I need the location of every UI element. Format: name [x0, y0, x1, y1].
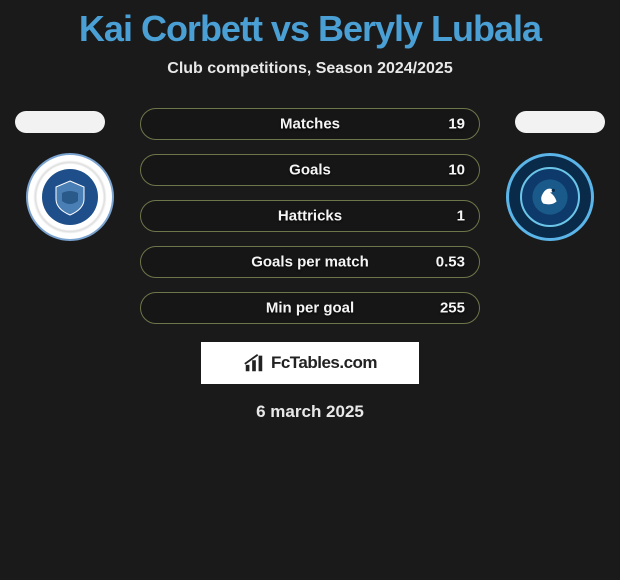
stat-value-right: 10	[448, 162, 465, 179]
stat-value-right: 255	[440, 300, 465, 317]
stat-label: Hattricks	[278, 208, 342, 225]
chart-icon	[243, 352, 265, 374]
subtitle: Club competitions, Season 2024/2025	[0, 60, 620, 78]
swan-icon	[528, 175, 572, 219]
stat-label: Goals per match	[251, 254, 369, 271]
stat-row: Goals 10	[140, 154, 480, 186]
stats-table: Matches 19 Goals 10 Hattricks 1 Goals per matc…	[140, 108, 480, 324]
logo-text: FcTables.com	[271, 353, 377, 373]
stat-label: Matches	[280, 116, 340, 133]
stat-row: Goals per match 0.53	[140, 246, 480, 278]
player-right-name-pill	[515, 111, 605, 133]
stat-value-right: 19	[448, 116, 465, 133]
fctables-logo: FcTables.com	[201, 342, 419, 384]
shield-icon	[50, 177, 90, 217]
comparison-area: Matches 19 Goals 10 Hattricks 1 Goals per matc…	[0, 108, 620, 422]
date-label: 6 march 2025	[0, 402, 620, 422]
stat-label: Goals	[289, 162, 331, 179]
stat-value-right: 1	[457, 208, 465, 225]
stat-row: Min per goal 255	[140, 292, 480, 324]
player-left-name-pill	[15, 111, 105, 133]
stat-row: Hattricks 1	[140, 200, 480, 232]
club-badge-left	[26, 153, 114, 241]
page-title: Kai Corbett vs Beryly Lubala	[0, 0, 620, 50]
stat-label: Min per goal	[266, 300, 354, 317]
stat-value-right: 0.53	[436, 254, 465, 271]
club-badge-right	[506, 153, 594, 241]
stat-row: Matches 19	[140, 108, 480, 140]
